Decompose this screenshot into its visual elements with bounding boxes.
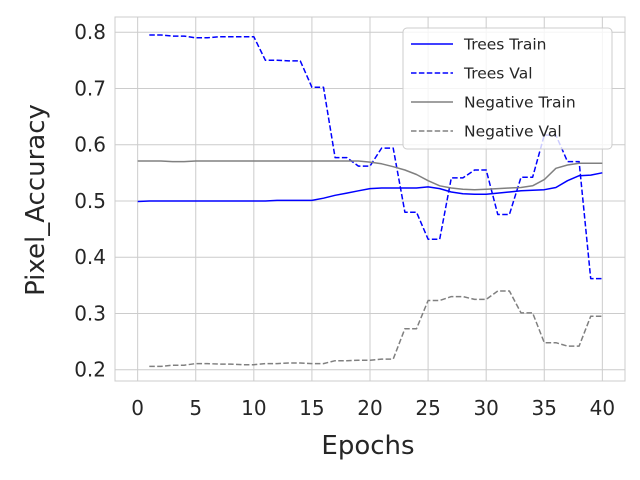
series-line-trees-val [149, 34, 603, 280]
x-tick-label: 40 [590, 396, 615, 420]
x-tick-label: 30 [473, 396, 498, 420]
legend-label-trees-train: Trees Train [463, 36, 547, 54]
x-tick-label: 25 [415, 396, 440, 420]
series-group [137, 34, 603, 368]
y-axis-label: Pixel_Accuracy [21, 104, 51, 296]
legend-box [402, 27, 613, 150]
x-tick-labels: 0 5 10 15 20 25 30 35 40 [131, 396, 615, 420]
y-tick-label: 0.6 [74, 133, 106, 157]
legend-label-negative-val: Negative Val [464, 123, 562, 141]
x-tick-label: 10 [241, 396, 266, 420]
legend: Trees Train Trees Val Negative Train Negati… [402, 27, 613, 150]
x-tick-label: 35 [532, 396, 557, 420]
series-line-negative-train [137, 160, 603, 191]
y-tick-labels: 0.2 0.3 0.4 0.5 0.6 0.7 0.8 [74, 20, 106, 382]
series-line-negative-val [149, 290, 603, 368]
y-tick-label: 0.8 [74, 20, 106, 44]
legend-label-negative-train: Negative Train [464, 94, 576, 112]
y-tick-label: 0.3 [74, 301, 106, 325]
y-tick-label: 0.7 [74, 76, 106, 100]
x-tick-label: 15 [299, 396, 324, 420]
y-tick-label: 0.5 [74, 189, 106, 213]
y-tick-label: 0.4 [74, 245, 106, 269]
x-tick-label: 20 [357, 396, 382, 420]
y-tick-label: 0.2 [74, 358, 106, 382]
x-axis-label: Epochs [321, 431, 414, 461]
series-line-trees-train [137, 172, 603, 203]
x-tick-label: 5 [189, 396, 202, 420]
x-tick-label: 0 [131, 396, 144, 420]
legend-label-trees-val: Trees Val [463, 65, 533, 83]
